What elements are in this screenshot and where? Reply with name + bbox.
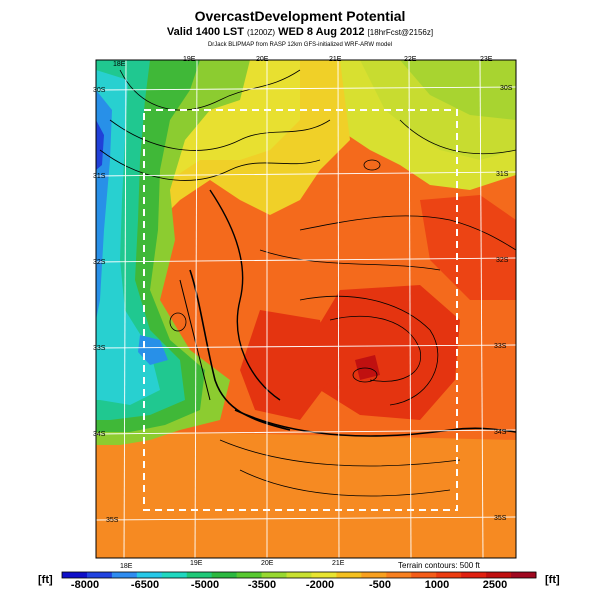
lon-label-bottom-19e: 19E	[190, 560, 203, 567]
lat-label-left-32s: 32S	[93, 259, 106, 266]
lat-label-right-34s: 34S	[494, 429, 507, 436]
colorbar-swatch	[286, 572, 312, 578]
map-frame	[95, 59, 517, 559]
map-title: OvercastDevelopment Potential	[194, 8, 406, 24]
colorbar-frame	[61, 571, 537, 579]
colorbar-unit-left: [ft]	[38, 574, 53, 586]
colorbar-swatch	[336, 572, 362, 578]
colorbar-swatch	[136, 572, 163, 578]
colorbar-swatch	[461, 572, 487, 578]
lat-label-right-31s: 31S	[496, 171, 509, 178]
lat-lon-grid	[95, 59, 517, 559]
colorbar-tick-label: -6500	[130, 579, 160, 591]
colorbar-tick-label: -3500	[247, 579, 277, 591]
valid-prefix: Valid 1400 LST	[166, 26, 244, 38]
colorbar-unit-right: [ft]	[545, 574, 560, 586]
lon-label-top-23e: 23E	[480, 56, 493, 63]
colorbar-tick-label: -8000	[70, 579, 100, 591]
valid-time-line: Valid 1400 LST (1200Z) WED 8 Aug 2012 [1…	[0, 26, 600, 38]
lon-label-bottom-18e: 18E	[120, 563, 133, 570]
inner-domain-box	[143, 109, 458, 511]
lat-label-left-33s: 33S	[93, 345, 106, 352]
colorbar-swatch	[161, 572, 188, 578]
colorbar-swatch	[86, 572, 113, 578]
colorbar-swatch	[261, 572, 288, 578]
lon-label-bottom-20e: 20E	[261, 560, 274, 567]
lat-label-right-35s: 35S	[494, 515, 507, 522]
colorbar-tick-label: -2000	[305, 579, 335, 591]
lat-label-left-34s: 34S	[93, 431, 106, 438]
terrain-contours	[99, 69, 516, 497]
forecast-label: [18hrFcst@2156z]	[367, 28, 434, 37]
colorbar-tick-label: 1000	[424, 579, 450, 591]
valid-day: WED 8 Aug 2012	[278, 26, 365, 38]
lat-label-right-33s: 33S	[494, 343, 507, 350]
lat-label-left-31s: 31S	[93, 173, 106, 180]
lon-label-bottom-21e: 21E	[332, 560, 345, 567]
colorbar-tick-label: -5000	[190, 579, 220, 591]
colorbar-swatch	[62, 572, 88, 578]
colorbar-swatch	[386, 572, 412, 578]
colorbar-swatch	[311, 572, 337, 578]
colorbar-tick-label: 2500	[482, 579, 508, 591]
lat-label-right-30s: 30S	[500, 85, 513, 92]
valid-code: (1200Z)	[247, 28, 276, 37]
lat-label-right-32s: 32S	[496, 257, 509, 264]
lon-label-top-21e: 21E	[329, 56, 342, 63]
colorbar	[62, 572, 537, 578]
terrain-contours-note: Terrain contours: 500 ft	[398, 561, 480, 570]
colorbar-swatch	[486, 572, 512, 578]
colorbar-swatch	[436, 572, 462, 578]
lat-label-left-30s: 30S	[93, 87, 106, 94]
lon-label-top-20e: 20E	[256, 56, 269, 63]
colorbar-swatch	[236, 572, 263, 578]
lon-label-top-19e: 19E	[183, 56, 196, 63]
lat-label-left-35s: 35S	[106, 517, 119, 524]
colorbar-swatch	[511, 572, 537, 578]
colorbar-tick-label: -500	[368, 579, 392, 591]
colorbar-swatch	[111, 572, 138, 578]
colorbar-swatch	[411, 572, 437, 578]
colorbar-swatch	[361, 572, 387, 578]
model-credit: DrJack BLIPMAP from RASP 12km GFS-initia…	[207, 42, 393, 48]
lon-label-top-22e: 22E	[404, 56, 417, 63]
colorbar-swatch	[186, 572, 213, 578]
lon-label-top-18e: 18E	[113, 61, 126, 68]
field-layer	[96, 60, 516, 558]
colorbar-swatch	[211, 572, 238, 578]
